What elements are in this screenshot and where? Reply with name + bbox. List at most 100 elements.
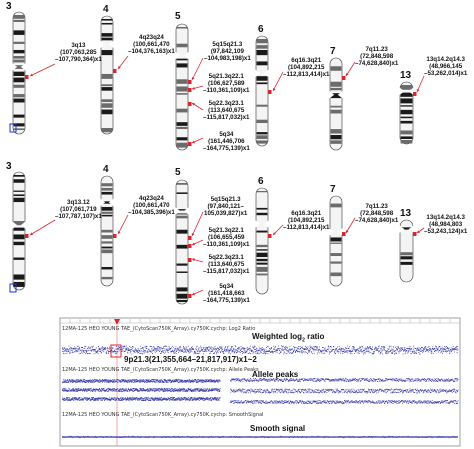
cnv-label-chr6: 6q16.3q21 (104,892,215 –112,813,414)x1 xyxy=(283,210,330,231)
chr3-marker xyxy=(9,283,17,293)
arrow-chr5d-head xyxy=(192,292,195,296)
arrow-chr3-head xyxy=(30,232,33,235)
cnv-mark-chr5c xyxy=(188,102,192,106)
cnv-mark-chr7 xyxy=(342,76,346,80)
cnv-mark-chr13 xyxy=(413,232,417,236)
cnv-label-chr7: 7q11.23 (72,848,598 –74,628,840)x1 xyxy=(355,203,399,224)
cnv-mark-chr5b xyxy=(188,88,192,92)
cnv-mark-chr5a xyxy=(188,80,192,84)
allele-peak-top xyxy=(62,379,221,383)
chromosome-number-7: 7 xyxy=(330,184,336,195)
allele-peak-bottom xyxy=(62,397,221,401)
cnv-label-chr4: 4q23q24 (100,661,470 –104,376,163)x1 xyxy=(128,34,175,55)
arrow-chr3 xyxy=(29,219,56,236)
arrow-chr4 xyxy=(117,214,129,235)
chromosome-3 xyxy=(12,171,26,291)
cnv-label-chr5-b: 5q21.3q22.1 (106,655,459 –110,361,109)x1 xyxy=(203,227,250,248)
cnv-mark-chr5b xyxy=(188,244,192,248)
cnv-mark-chr5d xyxy=(188,294,192,298)
cnv-label-chr5-a: 5q15q21.3 (97,840,121– 105,039,827)x1 xyxy=(204,196,248,217)
cnv-mark-chr13 xyxy=(413,92,417,96)
chromosome-7 xyxy=(329,57,343,151)
arrow-chr5a xyxy=(191,211,204,237)
chromosome-13 xyxy=(399,81,414,145)
cnv-label-chr4: 4q23q24 (100,661,470 –104,385,396)x1 xyxy=(128,195,175,216)
chromosome-number-3: 3 xyxy=(6,161,12,172)
cnv-mark-chr3 xyxy=(25,234,29,238)
cnv-9p21-box xyxy=(110,344,122,358)
arrow-chr4-head xyxy=(118,66,121,69)
cnv-mark-chr6 xyxy=(268,90,272,94)
arrow-chr5a-head xyxy=(191,77,195,80)
chromosome-3 xyxy=(12,11,26,135)
arrow-chr7 xyxy=(345,61,356,77)
allele-peak-bottom-2 xyxy=(230,400,459,404)
chromosome-5 xyxy=(175,179,189,305)
chromosome-number-3: 3 xyxy=(6,1,12,12)
chromosome-number-4: 4 xyxy=(103,164,109,175)
chromosome-number-6: 6 xyxy=(258,24,264,35)
chromosome-number-13: 13 xyxy=(400,70,412,81)
cnv-mark-chr5d xyxy=(188,142,192,146)
allele-peak-mid xyxy=(62,388,221,392)
chromosome-number-13: 13 xyxy=(400,208,412,219)
arrow-chr7 xyxy=(345,217,356,234)
cnv-mark-chr5a xyxy=(188,236,192,240)
chromosome-5 xyxy=(175,23,189,151)
chromosome-number-5: 5 xyxy=(175,167,181,178)
arrow-chr3 xyxy=(29,63,56,77)
cnv-9p21-label: 9p21.3(21,355,664–21,817,917)x1~2 xyxy=(124,355,257,364)
chromosome-6 xyxy=(255,35,269,147)
arrow-chr6 xyxy=(272,71,284,92)
arrow-chr5b-head xyxy=(192,86,195,90)
allele-peak-mid-2 xyxy=(230,388,459,394)
cnv-mark-chr7 xyxy=(342,232,346,236)
cnv-label-chr3: 3q13 (107,063,285 –107,790,364)x1 xyxy=(55,42,102,63)
chromosome-7 xyxy=(329,195,343,287)
cnv-label-chr5-a: 5q15q21.3 (97,842,109 –104,983,198)x1 xyxy=(204,41,251,62)
arrow-chr5c-head xyxy=(192,258,195,262)
arrow-chr4-head xyxy=(117,231,121,234)
cnv-label-chr5-b: 5q21.3q22.1 (106,627,589 –110,361,109)x1 xyxy=(203,73,250,94)
arrow-chr13-head xyxy=(417,230,420,233)
cnv-label-chr6: 6q16.3q21 (104,892,215 –112,813,414)x1 xyxy=(283,57,330,78)
cnv-label-chr5-d: 5q34 (161,418,663 –164,775,139)x1 xyxy=(203,283,250,304)
chr3-marker xyxy=(9,123,17,133)
arrow-chr6-head xyxy=(273,232,276,235)
arrow-chr5c-head xyxy=(192,103,195,106)
cnv-label-chr5-c: 5q22.3q23.1 (113,640,675 –115,817,032)x1 xyxy=(203,254,250,275)
track-title-smooth: Smooth signal xyxy=(250,424,306,433)
arrow-chr13-head xyxy=(416,89,420,92)
chromosome-number-7: 7 xyxy=(330,46,336,57)
arrow-chr5a-head xyxy=(191,233,195,236)
arrow-chr7-head xyxy=(346,73,349,76)
track-header-allele: 12MA-125 HEO YOUNG TAE_(CytoScan750K_Arr… xyxy=(62,367,259,373)
log2-ratio-signal-core xyxy=(62,347,459,353)
chromosome-6 xyxy=(255,187,269,295)
arrow-chr4 xyxy=(117,55,129,70)
cnv-label-chr7: 7q11.23 (72,848,598 –74,628,840)x1 xyxy=(355,46,399,67)
track-title-log2: Weighted log2 ratio xyxy=(252,332,325,344)
chromosome-number-6: 6 xyxy=(258,176,264,187)
arrow-chr5d-head xyxy=(192,140,195,144)
arrow-chr7-head xyxy=(346,230,349,233)
cnv-label-chr5-d: 5q34 (161,446,706 –164,775,139)x1 xyxy=(203,131,250,152)
track-header-log2: 12MA-125 HEO YOUNG TAE_(CytoScan750K_Arr… xyxy=(62,326,256,332)
arrow-chr6-head xyxy=(272,88,276,91)
cnv-label-chr3: 3q13.12 (107,061,719 –107,787,107)x1 xyxy=(55,199,102,220)
cnv-label-chr5-c: 5q22.3q23.1 (113,640,675 –115,817,032)x1 xyxy=(203,100,250,121)
chromosome-number-5: 5 xyxy=(175,11,181,22)
position-marker xyxy=(114,319,120,325)
cnv-mark-chr4 xyxy=(113,234,117,238)
arrow-chr5a xyxy=(191,57,204,81)
cnv-mark-chr3 xyxy=(25,75,29,79)
chromosome-number-4: 4 xyxy=(103,4,109,15)
cnv-mark-chr6 xyxy=(268,234,272,238)
allele-peak-top-2 xyxy=(230,378,459,382)
smooth-signal-noise xyxy=(62,435,458,439)
cnv-mark-chr5c xyxy=(188,258,192,262)
chromosome-13 xyxy=(399,219,414,283)
arrow-chr3-head xyxy=(30,73,33,77)
cnv-label-chr13: 13q14.2q14.3 (48,984,803 –53,243,124)x1 xyxy=(424,214,468,235)
